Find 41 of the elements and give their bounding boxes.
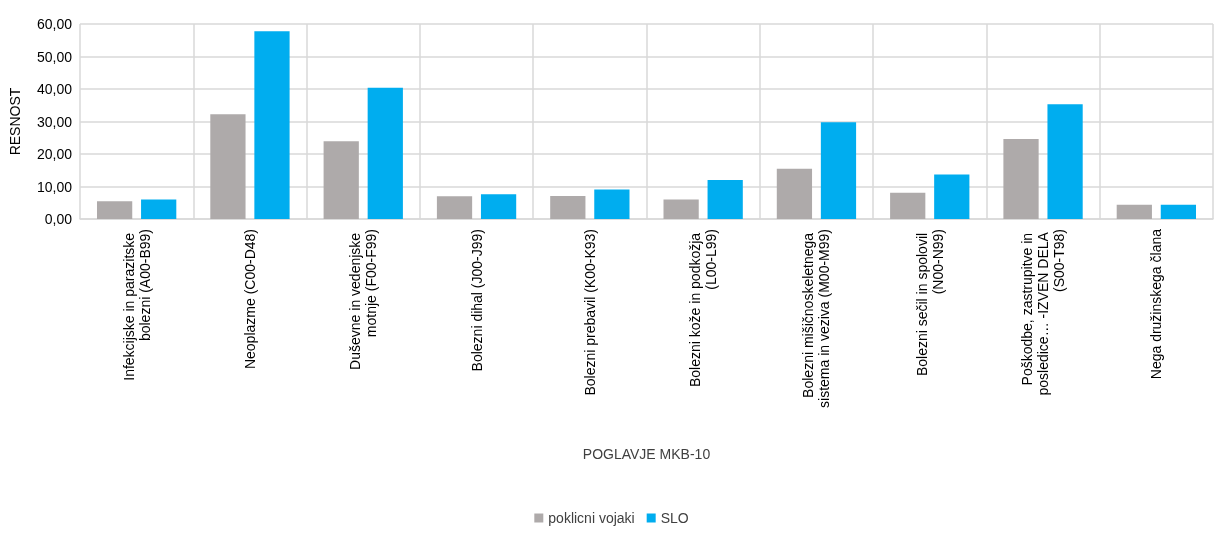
bar [1160, 204, 1197, 219]
x-tick-label: Bolezni kože in podkožja (L00-L99) [687, 229, 720, 387]
x-tick-label: Poškodbe, zastrupitve in posledice… -IZVEN DELA (S00-T98) [1019, 229, 1068, 396]
y-tick-label: 20,00 [36, 146, 73, 162]
bar [890, 192, 926, 219]
bar [1116, 204, 1152, 219]
bar [1047, 104, 1083, 219]
bar [436, 196, 473, 219]
y-axis-title: RESNOST [7, 87, 23, 156]
bar [480, 194, 517, 219]
bar [934, 174, 970, 219]
bar [1003, 139, 1039, 219]
y-tick-label: 60,00 [36, 16, 73, 32]
x-axis-title: POGLAVJE MKB-10 [582, 446, 711, 462]
x-tick-label: Bolezni mišičnoskeletnega sistema in veziva (M00-M99) [800, 229, 833, 408]
bar [141, 199, 177, 219]
y-tick-label: 10,00 [36, 178, 73, 195]
y-tick-label: 0,00 [44, 211, 73, 227]
bar [594, 189, 630, 219]
y-tick-label: 40,00 [36, 81, 73, 97]
bar [550, 195, 586, 219]
legend-label: SLO [660, 510, 689, 526]
x-tick-label: Bolezni dihal (J00-J99) [468, 229, 485, 372]
x-tick-label: Infekcijske in parazitske bolezni (A00-B99) [120, 229, 153, 381]
bar [707, 180, 743, 219]
y-tick-label: 30,00 [36, 113, 73, 130]
bar [254, 31, 290, 219]
y-tick-label: 50,00 [36, 48, 73, 65]
x-tick-label: Bolezni sečil in spolovil (N00-N99) [913, 229, 946, 377]
bar [663, 199, 699, 219]
bar [776, 168, 813, 219]
bar [97, 201, 133, 219]
x-tick-label: Bolezni prebavil (K00-K93) [581, 229, 598, 396]
x-tick-label: Neoplazme (C00-D48) [241, 229, 258, 370]
bar [323, 141, 359, 219]
bar [820, 122, 857, 219]
legend-label: poklicni vojaki [548, 510, 635, 526]
x-tick-label: Nega družinskega člana [1148, 228, 1165, 380]
bar [210, 114, 246, 219]
bar [367, 87, 403, 219]
x-tick-label: Duševne in vedenjske motnje (F00-F99) [347, 229, 380, 370]
